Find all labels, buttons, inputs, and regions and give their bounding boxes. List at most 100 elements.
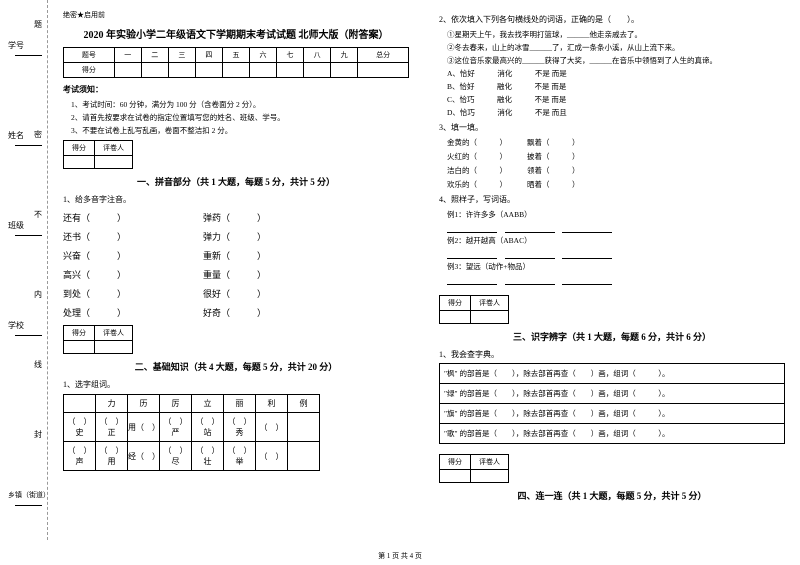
fill-item: 披着（ ） <box>527 151 580 162</box>
score-header-cell: 二 <box>141 48 168 63</box>
option-line: D、恰巧 消化 不是 而且 <box>447 107 785 118</box>
q1-text: 1、给多音字注音。 <box>63 194 409 205</box>
fill-item: 火红的（ ） <box>447 151 507 162</box>
score-header-cell: 五 <box>222 48 249 63</box>
char-cell: （ ）壮 <box>192 442 224 471</box>
notice-item: 1、考试时间：60 分钟，满分为 100 分（含卷面分 2 分）。 <box>71 99 409 110</box>
q-text: 1、我会查字典。 <box>439 349 785 360</box>
char-cell: （ ）严 <box>160 413 192 442</box>
gutter-mark: 线 <box>33 360 44 368</box>
marker-box: 得分评卷人 <box>439 295 509 324</box>
section-2-title: 二、基础知识（共 4 大题，每题 5 分，共计 20 分） <box>63 360 409 373</box>
marker-score: 得分 <box>64 141 95 156</box>
option-line: A、恰好 消化 不是 而是 <box>447 68 785 79</box>
gutter-mark: 题 <box>33 20 44 28</box>
lookup-row: "枫" 的部首是（ ），除去部首再查（ ）画，组词（ ）。 <box>439 363 785 384</box>
score-table: 题号一二三四五六七八九总分 得分 <box>63 47 409 78</box>
fill-item: 飘着（ ） <box>527 137 580 148</box>
char-cell: （ ）史 <box>64 413 96 442</box>
pinyin-item: 兴奋（ ） <box>63 249 203 262</box>
exam-title: 2020 年实验小学二年级语文下学期期末考试试题 北师大版（附答案） <box>63 26 409 41</box>
char-cell: （ ）秀 <box>224 413 256 442</box>
section-1-title: 一、拼音部分（共 1 大题，每题 5 分，共计 5 分） <box>63 175 409 188</box>
gutter-mark: 密 <box>33 130 44 138</box>
score-header-cell: 题号 <box>64 48 115 63</box>
fill-item: 欢乐的（ ） <box>447 179 507 190</box>
score-header-cell: 八 <box>304 48 331 63</box>
gutter-mark: 不 <box>33 210 44 218</box>
pinyin-item: 高兴（ ） <box>63 268 203 281</box>
notice-item: 3、不要在试卷上乱写乱画，卷面不整洁扣 2 分。 <box>71 125 409 136</box>
score-header-cell: 总分 <box>358 48 409 63</box>
fill-item: 晒着（ ） <box>527 179 580 190</box>
char-cell: （ ） <box>256 442 288 471</box>
pinyin-item: 还有（ ） <box>63 211 203 224</box>
gutter-mark: 封 <box>33 430 44 438</box>
pinyin-item: 处理（ ） <box>63 306 203 319</box>
page-footer: 第 1 页 共 4 页 <box>0 551 800 561</box>
binding-gutter: 学号 题 姓名 密 班级 不 内 学校 线 封 乡镇（街道） <box>0 0 48 540</box>
char-cell: （ ）尽 <box>160 442 192 471</box>
score-header-cell: 一 <box>114 48 141 63</box>
example: 例2：越开越高（ABAC） <box>447 235 785 246</box>
lookup-row: "绿" 的部首是（ ），除去部首再查（ ）画，组词（ ）。 <box>439 383 785 404</box>
char-cell <box>288 413 320 442</box>
marker-box: 得分评卷人 <box>439 454 509 483</box>
gutter-mark: 内 <box>33 290 44 298</box>
q-text: 4、照样子，写词语。 <box>439 194 785 205</box>
char-cell: （ ）站 <box>192 413 224 442</box>
right-column: 2、依次填入下列各句横线处的词语，正确的是（ ）。 ①星期天上午，我去找李明打篮… <box>424 0 800 540</box>
lookup-row: "歌" 的部首是（ ），除去部首再查（ ）画，组词（ ）。 <box>439 423 785 444</box>
gutter-label: 姓名 <box>8 130 24 141</box>
sentence-line: ③这位音乐家最高兴的______获得了大奖，______在音乐中领悟到了人生的真… <box>447 55 785 66</box>
pinyin-item: 重量（ ） <box>203 268 343 281</box>
example: 例3：望远（动作+物品） <box>447 261 785 272</box>
example: 例1：许许多多（AABB） <box>447 209 785 220</box>
q-text: 3、填一填。 <box>439 122 785 133</box>
sentence-line: ②冬去春来，山上的冰雪______了，汇成一条条小溪，从山上流下来。 <box>447 42 785 53</box>
notice-item: 2、请首先按要求在试卷的指定位置填写您的姓名、班级、学号。 <box>71 112 409 123</box>
char-cell: （ ）声 <box>64 442 96 471</box>
marker-box: 得分评卷人 <box>63 140 133 169</box>
section-4-title: 四、连一连（共 1 大题，每题 5 分，共计 5 分） <box>439 489 785 502</box>
option-line: C、恰巧 融化 不是 而是 <box>447 94 785 105</box>
left-column: 绝密★启用前 2020 年实验小学二年级语文下学期期末考试试题 北师大版（附答案… <box>48 0 424 540</box>
lookup-row: "旗" 的部首是（ ），除去部首再查（ ）画，组词（ ）。 <box>439 403 785 424</box>
fill-item: 金黄的（ ） <box>447 137 507 148</box>
gutter-label: 班级 <box>8 220 24 231</box>
char-cell: （ ）举 <box>224 442 256 471</box>
section-3-title: 三、识字辨字（共 1 大题，每题 6 分，共计 6 分） <box>439 330 785 343</box>
char-cell: 经（ ） <box>128 442 160 471</box>
score-label: 得分 <box>64 63 115 78</box>
score-header-cell: 三 <box>168 48 195 63</box>
option-line: B、恰好 融化 不是 而是 <box>447 81 785 92</box>
fill-item: 领着（ ） <box>527 165 580 176</box>
pinyin-item: 很好（ ） <box>203 287 343 300</box>
pinyin-item: 到处（ ） <box>63 287 203 300</box>
secret-label: 绝密★启用前 <box>63 10 409 20</box>
pinyin-item: 还书（ ） <box>63 230 203 243</box>
pinyin-item: 好奇（ ） <box>203 306 343 319</box>
pinyin-item: 弹药（ ） <box>203 211 343 224</box>
marker-box: 得分评卷人 <box>63 325 133 354</box>
q-text: 1、选字组词。 <box>63 379 409 390</box>
score-header-cell: 九 <box>331 48 358 63</box>
gutter-label: 学号 <box>8 40 24 51</box>
char-cell: （ ）正 <box>96 413 128 442</box>
char-table: 力历厉立丽利例（ ）史（ ）正用（ ）（ ）严（ ）站（ ）秀（ ）（ ）声（ … <box>63 394 320 471</box>
score-header-cell: 四 <box>195 48 222 63</box>
char-cell: （ ） <box>256 413 288 442</box>
marker-person: 评卷人 <box>95 141 133 156</box>
char-cell: （ ）用 <box>96 442 128 471</box>
sentence-line: ①星期天上午，我去找李明打篮球，______他走亲戚去了。 <box>447 29 785 40</box>
notice-title: 考试须知： <box>63 84 409 95</box>
pinyin-item: 弹力（ ） <box>203 230 343 243</box>
q-text: 2、依次填入下列各句横线处的词语，正确的是（ ）。 <box>439 14 785 25</box>
pinyin-item: 重新（ ） <box>203 249 343 262</box>
score-header-cell: 七 <box>277 48 304 63</box>
gutter-label: 学校 <box>8 320 24 331</box>
gutter-label: 乡镇（街道） <box>8 490 47 500</box>
score-header-cell: 六 <box>249 48 276 63</box>
fill-item: 洁白的（ ） <box>447 165 507 176</box>
char-cell: 用（ ） <box>128 413 160 442</box>
